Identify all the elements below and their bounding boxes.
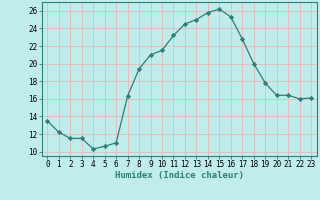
X-axis label: Humidex (Indice chaleur): Humidex (Indice chaleur) bbox=[115, 171, 244, 180]
